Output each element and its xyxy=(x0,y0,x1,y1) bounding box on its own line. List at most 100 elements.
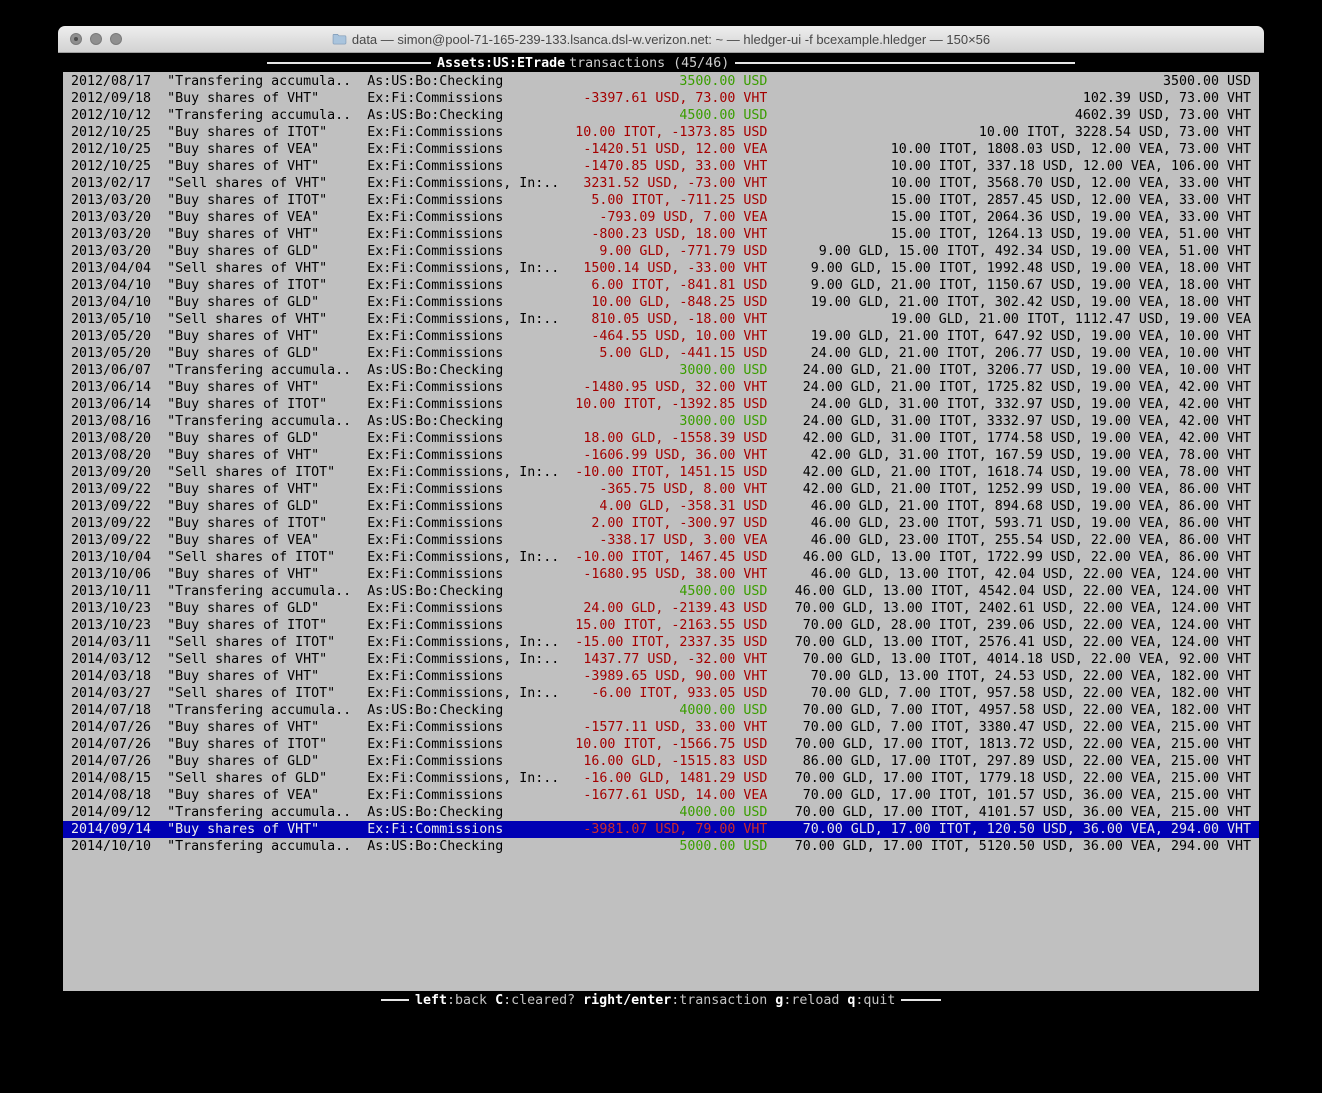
transaction-row[interactable]: 2014/03/27 "Sell shares of ITOT" Ex:Fi:C… xyxy=(63,685,1259,702)
transaction-date: 2012/10/25 xyxy=(71,142,152,157)
transaction-amount: -3989.65 USD, 90.00 VHT xyxy=(583,669,768,684)
transaction-row[interactable]: 2013/04/10 "Buy shares of ITOT" Ex:Fi:Co… xyxy=(63,277,1259,294)
transaction-row[interactable]: 2013/08/20 "Buy shares of GLD" Ex:Fi:Com… xyxy=(63,430,1259,447)
transaction-row[interactable]: 2013/03/20 "Buy shares of VHT" Ex:Fi:Com… xyxy=(63,226,1259,243)
transaction-row[interactable]: 2013/10/23 "Buy shares of GLD" Ex:Fi:Com… xyxy=(63,600,1259,617)
transaction-description: "Buy shares of ITOT" xyxy=(167,397,328,412)
transaction-row[interactable]: 2012/10/25 "Buy shares of ITOT" Ex:Fi:Co… xyxy=(63,124,1259,141)
key-hint-action: :reload xyxy=(783,992,840,1008)
transaction-row[interactable]: 2013/03/20 "Buy shares of ITOT" Ex:Fi:Co… xyxy=(63,192,1259,209)
transaction-row[interactable]: 2013/09/22 "Buy shares of GLD" Ex:Fi:Com… xyxy=(63,498,1259,515)
transaction-row[interactable]: 2014/03/18 "Buy shares of VHT" Ex:Fi:Com… xyxy=(63,668,1259,685)
transaction-date: 2014/08/15 xyxy=(71,771,152,786)
transaction-row[interactable]: 2014/07/26 "Buy shares of GLD" Ex:Fi:Com… xyxy=(63,753,1259,770)
transaction-amount: 3000.00 USD xyxy=(679,414,768,429)
transaction-date: 2013/05/20 xyxy=(71,346,152,361)
transaction-row[interactable]: 2013/06/14 "Buy shares of ITOT" Ex:Fi:Co… xyxy=(63,396,1259,413)
key-hint-key: left xyxy=(415,992,448,1008)
transaction-amount: 15.00 ITOT, -2163.55 USD xyxy=(575,618,768,633)
transaction-row[interactable]: 2013/05/20 "Buy shares of VHT" Ex:Fi:Com… xyxy=(63,328,1259,345)
transaction-row[interactable]: 2013/08/20 "Buy shares of VHT" Ex:Fi:Com… xyxy=(63,447,1259,464)
transaction-row[interactable]: 2012/10/25 "Buy shares of VHT" Ex:Fi:Com… xyxy=(63,158,1259,175)
transaction-row[interactable]: 2013/08/16 "Transfering accumula.. As:US… xyxy=(63,413,1259,430)
minimize-button[interactable] xyxy=(90,33,102,45)
transaction-row[interactable]: 2013/10/11 "Transfering accumula.. As:US… xyxy=(63,583,1259,600)
running-balance: 42.00 GLD, 21.00 ITOT, 1618.74 USD, 19.0… xyxy=(802,465,1251,480)
running-balance: 9.00 GLD, 21.00 ITOT, 1150.67 USD, 19.00… xyxy=(810,278,1251,293)
transaction-date: 2014/07/26 xyxy=(71,720,152,735)
transaction-other-accounts: Ex:Fi:Commissions xyxy=(367,669,504,684)
transaction-date: 2013/03/20 xyxy=(71,244,152,259)
transaction-row[interactable]: 2013/03/20 "Buy shares of VEA" Ex:Fi:Com… xyxy=(63,209,1259,226)
zoom-button[interactable] xyxy=(110,33,122,45)
transaction-other-accounts: Ex:Fi:Commissions xyxy=(367,210,504,225)
transaction-row[interactable]: 2014/07/18 "Transfering accumula.. As:US… xyxy=(63,702,1259,719)
transaction-amount: -338.17 USD, 3.00 VEA xyxy=(599,533,768,548)
transaction-description: "Buy shares of ITOT" xyxy=(167,125,328,140)
key-hint-key: g xyxy=(767,992,784,1008)
transaction-row[interactable]: 2014/07/26 "Buy shares of ITOT" Ex:Fi:Co… xyxy=(63,736,1259,753)
running-balance: 24.00 GLD, 31.00 ITOT, 3332.97 USD, 19.0… xyxy=(802,414,1251,429)
transaction-other-accounts: Ex:Fi:Commissions xyxy=(367,499,504,514)
transaction-row[interactable]: 2014/08/15 "Sell shares of GLD" Ex:Fi:Co… xyxy=(63,770,1259,787)
transaction-row[interactable]: 2014/08/18 "Buy shares of VEA" Ex:Fi:Com… xyxy=(63,787,1259,804)
transaction-row[interactable]: 2013/05/20 "Buy shares of GLD" Ex:Fi:Com… xyxy=(63,345,1259,362)
transaction-row[interactable]: 2012/10/25 "Buy shares of VEA" Ex:Fi:Com… xyxy=(63,141,1259,158)
transaction-amount: -1680.95 USD, 38.00 VHT xyxy=(583,567,768,582)
transaction-description: "Transfering accumula.. xyxy=(167,363,352,378)
transaction-amount: -793.09 USD, 7.00 VEA xyxy=(599,210,768,225)
transaction-row[interactable]: 2014/07/26 "Buy shares of VHT" Ex:Fi:Com… xyxy=(63,719,1259,736)
transaction-date: 2013/06/14 xyxy=(71,380,152,395)
running-balance: 42.00 GLD, 31.00 ITOT, 167.59 USD, 19.00… xyxy=(810,448,1251,463)
hledger-header-bar: Assets:US:ETrade transactions (45/46) xyxy=(63,54,1259,72)
transaction-row[interactable]: 2013/05/10 "Sell shares of VHT" Ex:Fi:Co… xyxy=(63,311,1259,328)
close-button[interactable] xyxy=(70,33,82,45)
transaction-other-accounts: As:US:Bo:Checking xyxy=(367,805,504,820)
transaction-row[interactable]: 2012/09/18 "Buy shares of VHT" Ex:Fi:Com… xyxy=(63,90,1259,107)
transaction-amount: -6.00 ITOT, 933.05 USD xyxy=(591,686,768,701)
transaction-date: 2013/08/20 xyxy=(71,431,152,446)
transaction-other-accounts: Ex:Fi:Commissions xyxy=(367,482,504,497)
key-hint-action: :back xyxy=(447,992,488,1008)
running-balance: 15.00 ITOT, 1264.13 USD, 19.00 VEA, 51.0… xyxy=(890,227,1251,242)
transaction-row[interactable]: 2013/03/20 "Buy shares of GLD" Ex:Fi:Com… xyxy=(63,243,1259,260)
transaction-other-accounts: Ex:Fi:Commissions xyxy=(367,431,504,446)
transaction-row[interactable]: 2014/09/14 "Buy shares of VHT" Ex:Fi:Com… xyxy=(63,821,1259,838)
transaction-row[interactable]: 2013/09/22 "Buy shares of ITOT" Ex:Fi:Co… xyxy=(63,515,1259,532)
transaction-row[interactable]: 2014/03/12 "Sell shares of VHT" Ex:Fi:Co… xyxy=(63,651,1259,668)
transaction-row[interactable]: 2012/10/12 "Transfering accumula.. As:US… xyxy=(63,107,1259,124)
transaction-other-accounts: Ex:Fi:Commissions, In:.. xyxy=(367,312,560,327)
transaction-other-accounts: Ex:Fi:Commissions, In:.. xyxy=(367,652,560,667)
transaction-description: "Buy shares of GLD" xyxy=(167,754,320,769)
transaction-row[interactable]: 2013/04/04 "Sell shares of VHT" Ex:Fi:Co… xyxy=(63,260,1259,277)
key-hint-action: :quit xyxy=(855,992,896,1008)
transaction-date: 2013/05/10 xyxy=(71,312,152,327)
transaction-description: "Buy shares of VEA" xyxy=(167,142,320,157)
transaction-row[interactable]: 2013/02/17 "Sell shares of VHT" Ex:Fi:Co… xyxy=(63,175,1259,192)
transaction-other-accounts: Ex:Fi:Commissions xyxy=(367,227,504,242)
running-balance: 24.00 GLD, 21.00 ITOT, 3206.77 USD, 19.0… xyxy=(802,363,1251,378)
transaction-row[interactable]: 2013/06/14 "Buy shares of VHT" Ex:Fi:Com… xyxy=(63,379,1259,396)
transaction-description: "Buy shares of VHT" xyxy=(167,91,320,106)
titlebar[interactable]: data — simon@pool-71-165-239-133.lsanca.… xyxy=(58,26,1264,53)
running-balance: 10.00 ITOT, 337.18 USD, 12.00 VEA, 106.0… xyxy=(890,159,1251,174)
transaction-row[interactable]: 2013/10/04 "Sell shares of ITOT" Ex:Fi:C… xyxy=(63,549,1259,566)
transaction-date: 2013/09/22 xyxy=(71,499,152,514)
transaction-row[interactable]: 2014/10/10 "Transfering accumula.. As:US… xyxy=(63,838,1259,855)
transaction-row[interactable]: 2013/09/22 "Buy shares of VHT" Ex:Fi:Com… xyxy=(63,481,1259,498)
transaction-row[interactable]: 2014/03/11 "Sell shares of ITOT" Ex:Fi:C… xyxy=(63,634,1259,651)
transaction-row[interactable]: 2013/10/06 "Buy shares of VHT" Ex:Fi:Com… xyxy=(63,566,1259,583)
transaction-row[interactable]: 2013/04/10 "Buy shares of GLD" Ex:Fi:Com… xyxy=(63,294,1259,311)
transaction-amount: 5.00 GLD, -441.15 USD xyxy=(599,346,768,361)
transaction-row[interactable]: 2013/06/07 "Transfering accumula.. As:US… xyxy=(63,362,1259,379)
running-balance: 19.00 GLD, 21.00 ITOT, 647.92 USD, 19.00… xyxy=(810,329,1251,344)
transaction-date: 2014/03/11 xyxy=(71,635,152,650)
transaction-row[interactable]: 2012/08/17 "Transfering accumula.. As:US… xyxy=(63,73,1259,90)
transaction-row[interactable]: 2013/09/22 "Buy shares of VEA" Ex:Fi:Com… xyxy=(63,532,1259,549)
transaction-other-accounts: Ex:Fi:Commissions xyxy=(367,448,504,463)
transaction-row[interactable]: 2013/10/23 "Buy shares of ITOT" Ex:Fi:Co… xyxy=(63,617,1259,634)
transaction-row[interactable]: 2013/09/20 "Sell shares of ITOT" Ex:Fi:C… xyxy=(63,464,1259,481)
transaction-row[interactable]: 2014/09/12 "Transfering accumula.. As:US… xyxy=(63,804,1259,821)
transaction-amount: -15.00 ITOT, 2337.35 USD xyxy=(575,635,768,650)
header-rule-left xyxy=(267,62,431,64)
